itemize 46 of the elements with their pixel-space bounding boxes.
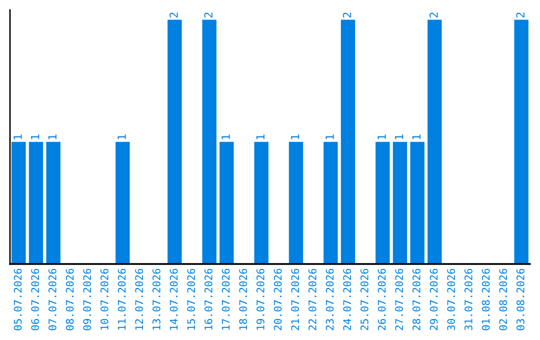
data-label: 1 bbox=[290, 134, 300, 140]
data-label: 1 bbox=[30, 134, 40, 140]
data-label: 1 bbox=[394, 134, 404, 140]
x-tick-label: 19.07.2026 bbox=[256, 268, 264, 330]
x-tick-label: 25.07.2026 bbox=[360, 268, 368, 330]
data-label: 1 bbox=[118, 134, 126, 140]
x-tick-label: 16.07.2026 bbox=[204, 268, 212, 330]
x-tick-label: 12.07.2026 bbox=[135, 268, 144, 330]
data-label: 2 bbox=[516, 12, 524, 18]
x-tick-label: 13.07.2026 bbox=[152, 268, 160, 330]
data-label: 1 bbox=[48, 134, 56, 140]
x-tick-label: 31.07.2026 bbox=[464, 268, 472, 330]
x-tick-label: 10.07.2026 bbox=[100, 268, 108, 330]
x-tick-label: 28.07.2026 bbox=[412, 268, 420, 330]
x-tick-label: 15.07.2026 bbox=[187, 268, 196, 330]
data-label: 2 bbox=[342, 12, 352, 18]
data-label: 1 bbox=[222, 134, 230, 140]
x-tick-label: 18.07.2026 bbox=[239, 268, 248, 330]
x-tick-label: 26.07.2026 bbox=[378, 268, 386, 330]
x-tick-label: 29.07.2026 bbox=[430, 268, 438, 330]
x-tick-label: 23.07.2026 bbox=[326, 268, 334, 330]
x-tick-label: 03.08.2026 bbox=[516, 268, 524, 330]
x-tick-label: 17.07.2026 bbox=[222, 268, 230, 330]
data-label: 1 bbox=[412, 134, 420, 140]
data-label: 1 bbox=[256, 134, 264, 140]
data-label: 2 bbox=[170, 12, 178, 18]
x-tick-label: 14.07.2026 bbox=[170, 268, 178, 330]
x-tick-label: 11.07.2026 bbox=[118, 268, 126, 330]
data-label: 1 bbox=[378, 134, 386, 140]
x-tick-label: 22.07.2026 bbox=[308, 268, 316, 330]
x-tick-label: 24.07.2026 bbox=[343, 268, 352, 330]
data-label: 1 bbox=[326, 134, 334, 140]
data-label: 2 bbox=[204, 12, 212, 18]
x-tick-label: 27.07.2026 bbox=[395, 268, 404, 330]
data-label: 2 bbox=[430, 12, 438, 18]
x-tick-label: 07.07.2026 bbox=[48, 268, 56, 330]
x-tick-label: 09.07.2026 bbox=[83, 268, 92, 330]
x-tick-label: 06.07.2026 bbox=[31, 268, 40, 330]
x-tick-label: 21.07.2026 bbox=[291, 268, 300, 330]
x-tick-label: 30.07.2026 bbox=[447, 268, 456, 330]
x-tick-label: 05.07.2026 bbox=[14, 268, 22, 330]
x-tick-label: 01.08.2026 bbox=[482, 268, 490, 330]
x-tick-label: 02.08.2026 bbox=[499, 268, 508, 330]
x-tick-label: 20.07.2026 bbox=[274, 268, 282, 330]
data-label: 1 bbox=[14, 134, 22, 140]
x-tick-label: 08.07.2026 bbox=[66, 268, 74, 330]
